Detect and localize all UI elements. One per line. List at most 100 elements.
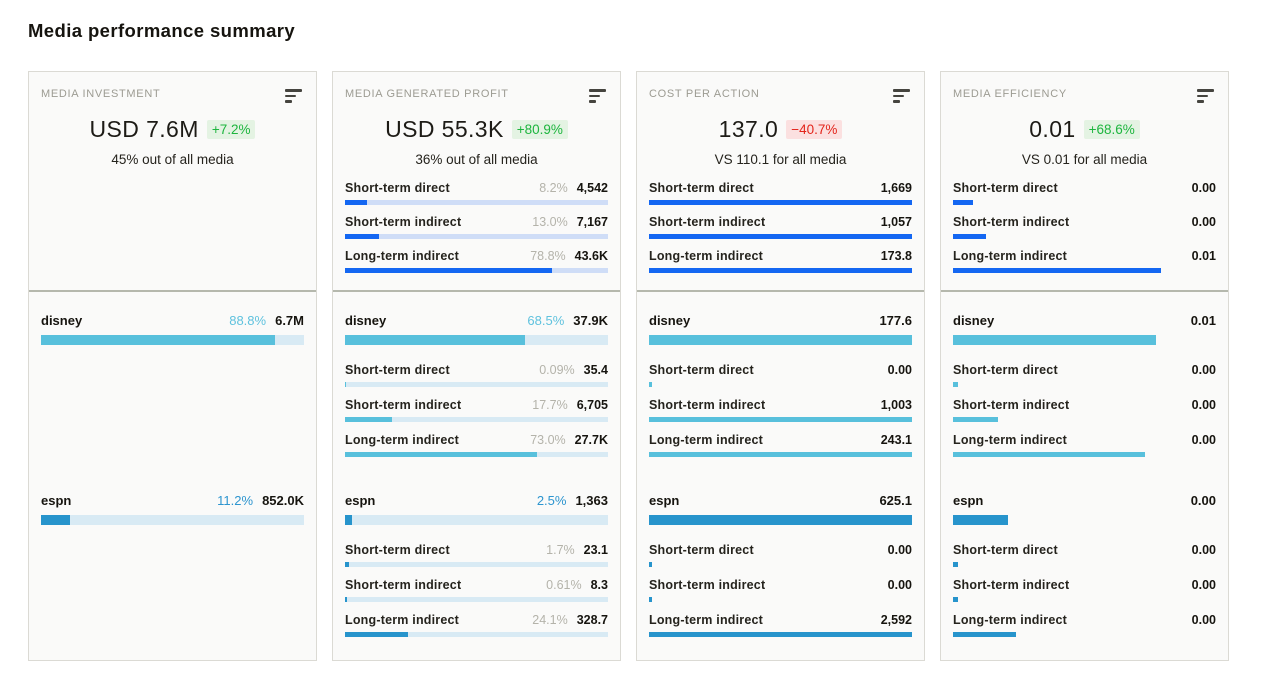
metric-value: 0.00	[887, 578, 912, 592]
metric-bar-fill	[345, 632, 409, 637]
metric-value: 8.3	[590, 578, 608, 592]
channel-percent: 2.5%	[536, 493, 567, 508]
channel-name: espn	[41, 493, 72, 508]
metric-row: Short-term indirect 1,003	[649, 397, 912, 422]
channel-name: disney	[649, 313, 691, 328]
metric-label: Short-term indirect	[953, 578, 1070, 592]
channel-value: 37.9K	[573, 313, 608, 328]
metric-bar	[649, 233, 912, 239]
kpi-subtitle: 45% out of all media	[111, 151, 234, 167]
metric-label: Short-term indirect	[649, 398, 766, 412]
kpi-card-cost-per-action: COST PER ACTION 137.0 −40.7% VS 110.1 fo…	[636, 71, 925, 661]
channel-value: 0.01	[1190, 313, 1216, 328]
metric-label: Long-term indirect	[953, 613, 1068, 627]
metric-value: 0.00	[887, 543, 912, 557]
channel-espn: espn 11.2% 852.0K	[41, 492, 304, 525]
metric-bar	[345, 382, 608, 387]
metric-bar	[649, 597, 912, 602]
metric-label: Short-term indirect	[345, 214, 462, 229]
metric-bar	[345, 452, 608, 457]
metric-label: Long-term indirect	[649, 433, 764, 447]
metric-row: Short-term direct 0.09% 35.4	[345, 362, 608, 387]
channel-bar	[41, 335, 304, 345]
metric-bar	[649, 562, 912, 567]
channel-bar	[953, 335, 1216, 345]
channel-value: 1,363	[575, 493, 608, 508]
card-title: COST PER ACTION	[649, 88, 760, 100]
channel-disney: disney 0.01 Short-term direct 0.00 S	[953, 312, 1216, 492]
metric-bar-fill	[345, 267, 553, 273]
metric-value: 0.00	[1191, 433, 1216, 447]
section-divider	[333, 290, 620, 292]
metric-bar-fill	[345, 562, 350, 567]
section-divider	[941, 290, 1228, 292]
metric-percent: 0.09%	[539, 363, 575, 377]
kpi-card-media-generated-profit: MEDIA GENERATED PROFIT USD 55.3K +80.9% …	[332, 71, 621, 661]
metric-percent: 13.0%	[532, 214, 568, 229]
metric-label: Long-term indirect	[345, 248, 460, 263]
metric-row: Short-term indirect 17.7% 6,705	[345, 397, 608, 422]
metric-percent: 78.8%	[530, 248, 566, 263]
metric-value: 0.00	[1191, 363, 1216, 377]
metric-bar	[649, 417, 912, 422]
metric-row: Long-term indirect 24.1% 328.7	[345, 612, 608, 637]
metric-value: 243.1	[880, 433, 912, 447]
metric-row: Long-term indirect 173.8	[649, 248, 912, 273]
sort-icon[interactable]	[891, 86, 912, 106]
sort-icon[interactable]	[283, 86, 304, 106]
channel-name: disney	[345, 313, 387, 328]
channel-percent: 11.2%	[217, 493, 254, 508]
metric-bar-fill	[953, 199, 973, 205]
metric-bar	[953, 199, 1216, 205]
metric-percent: 24.1%	[532, 613, 568, 627]
kpi-value: 0.01	[1029, 115, 1076, 142]
metric-bar	[953, 452, 1216, 457]
metric-value: 35.4	[583, 363, 608, 377]
metric-value: 7,167	[576, 214, 608, 229]
metric-row: Short-term direct 1.7% 23.1	[345, 542, 608, 567]
card-summary-section: COST PER ACTION 137.0 −40.7% VS 110.1 fo…	[637, 72, 924, 290]
sort-icon[interactable]	[1195, 86, 1216, 106]
metric-row: Short-term indirect 0.00	[953, 577, 1216, 602]
metric-value: 0.00	[1191, 214, 1216, 229]
metric-bar	[345, 417, 608, 422]
metric-label: Short-term indirect	[953, 214, 1070, 229]
metric-value: 0.00	[887, 363, 912, 377]
kpi-subtitle: 36% out of all media	[415, 151, 538, 167]
metric-value: 0.00	[1191, 543, 1216, 557]
metric-bar	[953, 632, 1216, 637]
metric-row: Short-term indirect 0.00	[953, 397, 1216, 422]
sort-icon[interactable]	[587, 86, 608, 106]
channel-bar-fill	[345, 335, 526, 345]
metric-percent: 17.7%	[532, 398, 568, 412]
metric-label: Long-term indirect	[345, 433, 460, 447]
kpi-delta-badge: +7.2%	[206, 119, 256, 139]
metric-bar-fill	[649, 233, 912, 239]
metric-bar-fill	[649, 597, 652, 602]
metric-percent: 8.2%	[539, 180, 568, 195]
channel-name: disney	[953, 313, 995, 328]
metric-bar-fill	[649, 199, 912, 205]
metric-bar	[345, 233, 608, 239]
metric-row: Short-term direct 0.00	[649, 542, 912, 567]
metric-percent: 1.7%	[546, 543, 575, 557]
metric-row: Short-term indirect 0.61% 8.3	[345, 577, 608, 602]
metric-bar-fill	[649, 267, 912, 273]
channel-bar-fill	[41, 335, 275, 345]
metric-value: 27.7K	[574, 433, 608, 447]
channel-bar-fill	[345, 515, 352, 525]
metric-row: Short-term indirect 0.00	[649, 577, 912, 602]
metric-row: Long-term indirect 2,592	[649, 612, 912, 637]
channel-value: 6.7M	[275, 313, 304, 328]
metric-bar	[953, 233, 1216, 239]
metric-bar-fill	[649, 452, 912, 457]
channel-bar-fill	[953, 515, 1009, 525]
metric-bar-fill	[953, 267, 1161, 273]
channel-value: 852.0K	[262, 493, 304, 508]
channel-value: 625.1	[879, 493, 912, 508]
channel-bar	[649, 515, 912, 525]
metric-bar-fill	[649, 382, 652, 387]
metric-row: Short-term direct 0.00	[953, 542, 1216, 567]
metric-row: Short-term direct 8.2% 4,542	[345, 180, 608, 205]
card-summary-section: MEDIA EFFICIENCY 0.01 +68.6% VS 0.01 for…	[941, 72, 1228, 290]
